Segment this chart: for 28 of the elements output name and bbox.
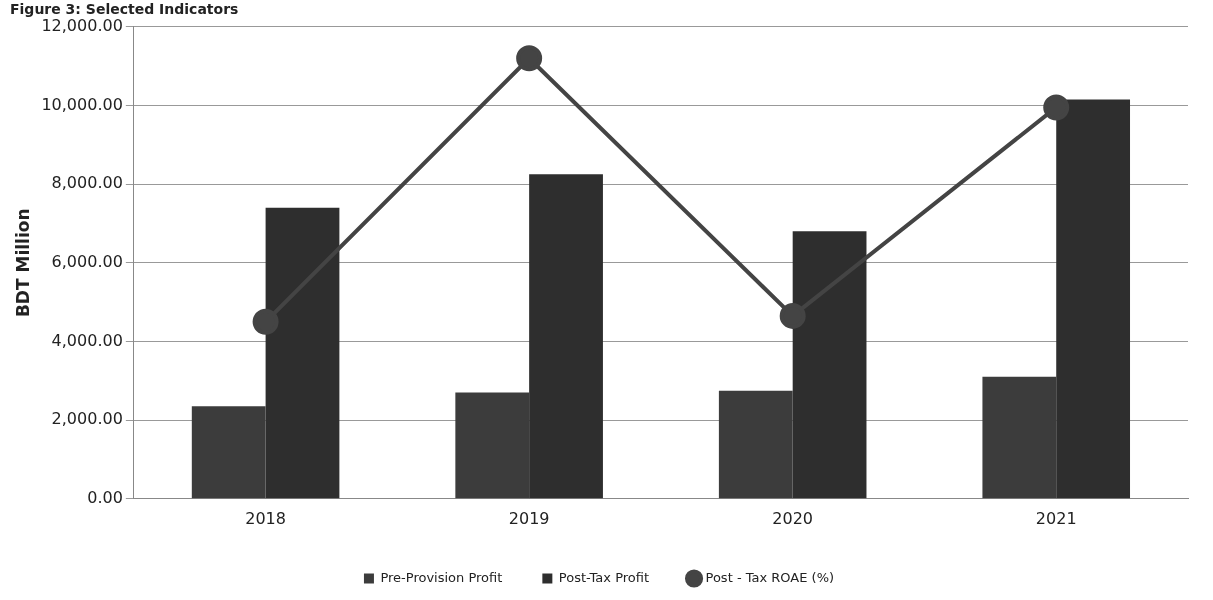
bar [529, 174, 603, 499]
point [516, 45, 543, 72]
x-tick-label: 2021 [1035, 508, 1077, 528]
point [779, 302, 806, 329]
legend-label: Post-Tax Profit [558, 569, 650, 585]
y-tick-label: 4,000.00 [51, 330, 123, 350]
x-tick-label: 2019 [508, 508, 550, 528]
bar [265, 207, 340, 499]
legend-label: Post - Tax ROAE (%) [705, 569, 835, 585]
x-tick-label: 2018 [245, 508, 286, 528]
bar [792, 231, 867, 499]
bar [718, 390, 793, 499]
y-tick-label: 12,000.00 [41, 15, 123, 35]
bar [1056, 99, 1131, 499]
point [252, 308, 279, 335]
y-tick-label: 6,000.00 [51, 251, 123, 271]
legend-label: Pre-Provision Profit [380, 569, 503, 585]
y-tick-label: 2,000.00 [51, 409, 123, 429]
point [1043, 94, 1070, 121]
y-tick-label: 10,000.00 [41, 94, 123, 114]
y-axis-title: BDT Million [12, 208, 33, 318]
bar [455, 392, 530, 499]
y-tick-label: 0.00 [87, 487, 123, 507]
chart-title: Figure 3: Selected Indicators [10, 1, 239, 18]
y-tick-label: 8,000.00 [51, 173, 123, 193]
bar [191, 406, 266, 499]
x-tick-label: 2020 [772, 508, 814, 528]
bar [982, 376, 1057, 499]
